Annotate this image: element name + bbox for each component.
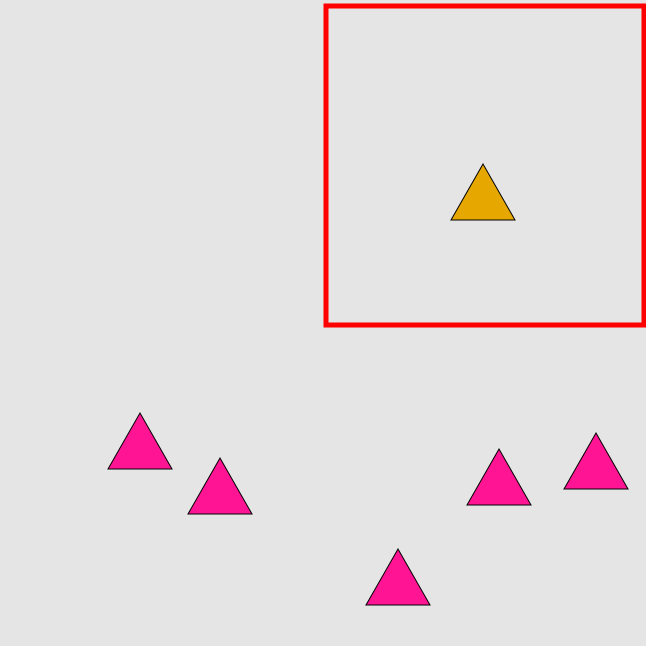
- triangle: [365, 547, 431, 606]
- selected-triangle: [450, 162, 516, 221]
- triangle: [563, 431, 629, 490]
- triangle: [107, 411, 173, 470]
- triangle: [187, 456, 253, 515]
- selection-box: [323, 3, 646, 328]
- triangle: [466, 447, 532, 506]
